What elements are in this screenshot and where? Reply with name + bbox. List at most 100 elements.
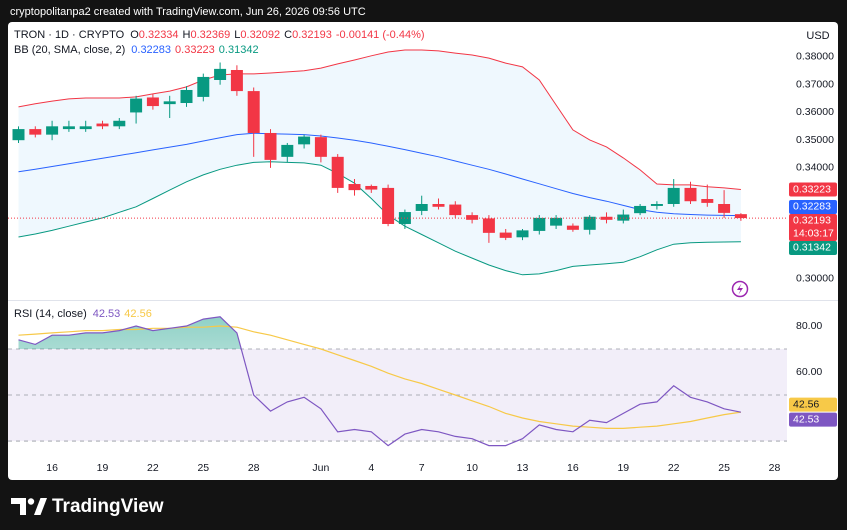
panel bbox=[8, 22, 838, 480]
y-tick-label: 0.38000 bbox=[796, 51, 834, 63]
brand[interactable]: TradingView bbox=[52, 496, 164, 517]
brand-logo[interactable]: TradingView bbox=[11, 496, 164, 517]
rsi-line bbox=[18, 316, 742, 447]
x-tick-label: 25 bbox=[718, 462, 730, 474]
price-label: 0.32283 bbox=[793, 201, 831, 213]
rsi-value: 42.53 bbox=[93, 308, 121, 320]
price-label: 0.33223 bbox=[793, 183, 831, 195]
ohlc-label: H bbox=[183, 29, 191, 41]
bb-value: 0.31342 bbox=[219, 44, 259, 56]
candle-body bbox=[533, 217, 546, 231]
x-tick-label: 16 bbox=[567, 462, 579, 474]
candle-body bbox=[566, 225, 579, 230]
candle-body bbox=[583, 216, 596, 230]
x-tick-label: 13 bbox=[517, 462, 529, 474]
logo-mark[interactable] bbox=[11, 498, 26, 515]
candle-body bbox=[12, 129, 25, 141]
candle-body bbox=[264, 132, 277, 160]
y-tick-label: 60.00 bbox=[796, 366, 822, 378]
y-tick-label: 0.35000 bbox=[796, 134, 834, 146]
candle-body bbox=[96, 123, 109, 127]
price-label-box bbox=[789, 240, 837, 255]
x-tick-label: 19 bbox=[617, 462, 629, 474]
candle-body bbox=[230, 69, 243, 92]
plot-area bbox=[8, 49, 787, 447]
x-tick-label: 4 bbox=[368, 462, 374, 474]
candle-body bbox=[79, 126, 92, 130]
candle-body bbox=[113, 120, 126, 127]
price-label: 14:03:17 bbox=[793, 228, 834, 240]
candle-body bbox=[600, 216, 613, 220]
rsi-legend: RSI (14, close) 42.53 42.56 bbox=[14, 308, 152, 320]
bb-legend: BB (20, SMA, close, 2) 0.32283 0.33223 0.31… bbox=[14, 44, 259, 56]
candle-body bbox=[197, 76, 210, 97]
ohlc-label: O bbox=[130, 29, 139, 41]
alert-circle[interactable] bbox=[731, 280, 749, 298]
x-tick-label: 22 bbox=[668, 462, 680, 474]
change: -0.00141 (-0.44%) bbox=[336, 29, 425, 41]
y-tick-label: 80.00 bbox=[796, 320, 822, 332]
candle-body bbox=[62, 126, 75, 130]
ohlc-value: 0.32334 bbox=[139, 29, 179, 41]
ohlc-value: 0.32193 bbox=[292, 29, 332, 41]
candle-body bbox=[482, 218, 495, 233]
ohlc-value: 0.32092 bbox=[240, 29, 280, 41]
ohlc-value: 0.32369 bbox=[191, 29, 231, 41]
candle-body bbox=[348, 184, 361, 191]
y-tick-label: 0.34000 bbox=[796, 162, 834, 174]
candle-body bbox=[130, 98, 143, 113]
candle-body bbox=[516, 230, 529, 238]
logo-dot[interactable] bbox=[27, 498, 35, 505]
y-tick-label: 0.30000 bbox=[796, 273, 834, 285]
alert-icon[interactable] bbox=[731, 280, 749, 298]
candle-body bbox=[146, 97, 159, 107]
candle-body bbox=[432, 204, 445, 207]
candle-body bbox=[298, 136, 311, 145]
logo-slash[interactable] bbox=[34, 498, 47, 515]
price-label-box bbox=[789, 412, 837, 427]
x-tick-label: 25 bbox=[197, 462, 209, 474]
bb-label: BB (20, SMA, close, 2) bbox=[14, 44, 125, 56]
y-tick-label: 0.36000 bbox=[796, 106, 834, 118]
x-tick-label: Jun bbox=[312, 462, 329, 474]
price-label: 42.56 bbox=[793, 398, 819, 410]
rsi-band bbox=[8, 349, 787, 442]
x-tick-label: 28 bbox=[769, 462, 781, 474]
axis-labels: 16 19 22 25 28 Jun 4 7 10 13 16 19 22 25 28 0.30000 0.34… bbox=[46, 51, 837, 474]
y-tick-label: 0.37000 bbox=[796, 78, 834, 90]
price-label-box bbox=[789, 182, 837, 197]
x-tick-label: 7 bbox=[419, 462, 425, 474]
candle-body bbox=[314, 137, 327, 157]
x-tick-label: 28 bbox=[248, 462, 260, 474]
candle-body bbox=[634, 205, 647, 214]
candle-body bbox=[382, 187, 395, 224]
candle-body bbox=[684, 187, 697, 202]
candle-body bbox=[734, 214, 747, 219]
rsi-overbought-fill bbox=[18, 316, 741, 350]
x-tick-label: 16 bbox=[46, 462, 58, 474]
header-text: cryptopolitanpa2 created with TradingVie… bbox=[10, 6, 366, 18]
candle-body bbox=[415, 204, 428, 211]
x-tick-label: 22 bbox=[147, 462, 159, 474]
candle-body bbox=[650, 204, 663, 206]
candle-body bbox=[331, 156, 344, 188]
candle-body bbox=[499, 232, 512, 238]
candle-body bbox=[718, 204, 731, 213]
alert-bolt[interactable] bbox=[737, 283, 743, 295]
candle-body bbox=[466, 215, 479, 220]
candle-body bbox=[214, 68, 227, 80]
candle-body bbox=[449, 204, 462, 216]
rsi-value: 42.56 bbox=[124, 308, 152, 320]
candle-body bbox=[701, 199, 714, 203]
candle-body bbox=[667, 187, 680, 205]
candle-body bbox=[247, 91, 260, 133]
bb-value: 0.32283 bbox=[131, 44, 171, 56]
price-label-box bbox=[789, 199, 837, 214]
candle-body bbox=[550, 217, 563, 226]
ohlc-label: L bbox=[234, 29, 240, 41]
price-label: 0.31342 bbox=[793, 242, 831, 254]
rsi-line bbox=[18, 325, 741, 429]
candle-body bbox=[29, 129, 42, 135]
